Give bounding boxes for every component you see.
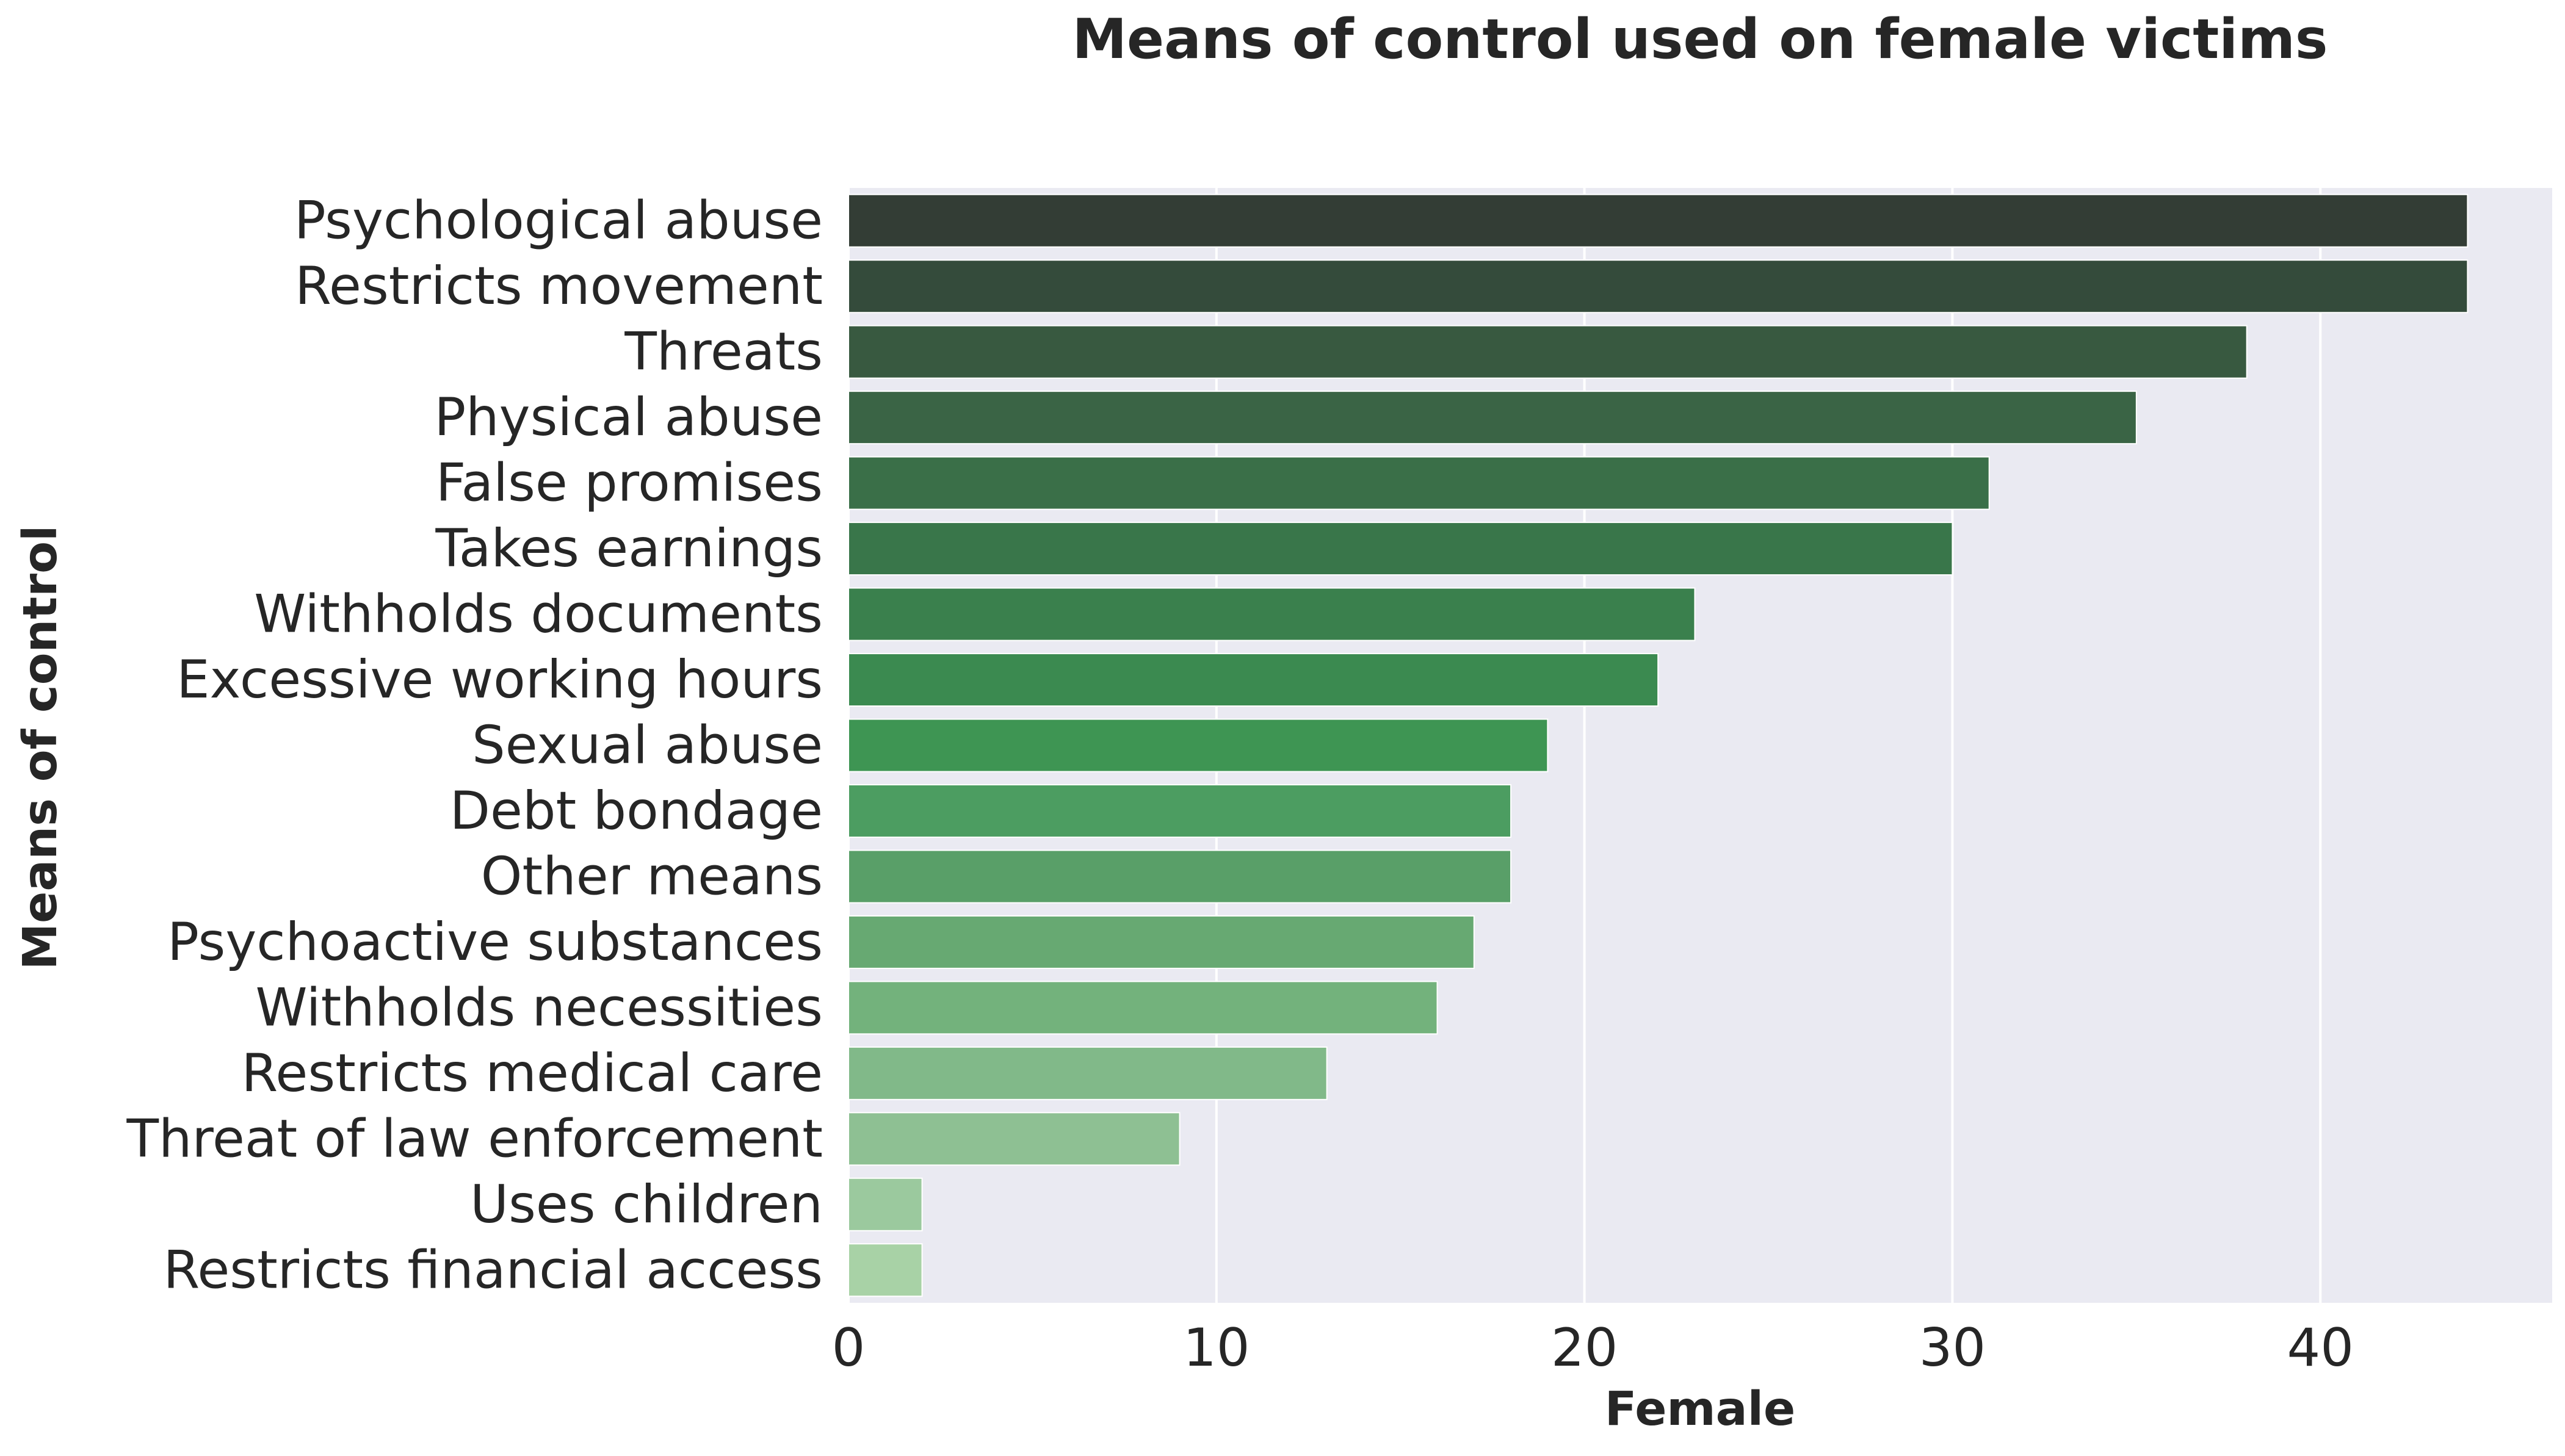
x-tick-labels: 0 10 20 30 40 <box>832 1317 2354 1379</box>
bar <box>848 456 1990 510</box>
y-tick-label: Withholds necessities <box>256 977 823 1038</box>
bar <box>848 391 2137 445</box>
bar <box>848 981 1438 1035</box>
bar <box>848 1243 923 1297</box>
bar <box>848 718 1549 773</box>
bars <box>848 193 2469 1297</box>
y-tick-label: Debt bondage <box>450 780 823 842</box>
y-tick-label: Restricts financial access <box>163 1239 823 1300</box>
bar <box>848 849 1512 904</box>
bar <box>848 259 2469 314</box>
bar <box>848 325 2248 379</box>
bar <box>848 193 2469 248</box>
y-tick-label: Threat of law enforcement <box>126 1108 823 1169</box>
x-tick-label: 20 <box>1551 1317 1618 1379</box>
y-tick-label: Takes earnings <box>435 518 823 579</box>
bar <box>848 522 1953 576</box>
x-tick-label: 40 <box>2287 1317 2354 1379</box>
y-tick-label: Psychological abuse <box>294 190 823 251</box>
y-tick-label: Excessive working hours <box>176 649 823 710</box>
y-tick-label: Psychoactive substances <box>167 912 823 973</box>
chart-title: Means of control used on female victims <box>1073 7 2328 71</box>
x-axis-title: Female <box>1605 1382 1796 1436</box>
y-tick-label: Uses children <box>470 1174 823 1235</box>
bar <box>848 1177 923 1231</box>
bar <box>848 1112 1181 1166</box>
bar <box>848 653 1659 707</box>
bar <box>848 915 1475 969</box>
x-tick-label: 0 <box>832 1317 866 1379</box>
y-tick-label: False promises <box>436 453 823 514</box>
y-tick-label: Threats <box>624 322 823 383</box>
y-axis-title: Means of control <box>13 525 68 970</box>
y-tick-label: Restricts movement <box>295 256 823 317</box>
bar <box>848 784 1512 838</box>
y-tick-label: Sexual abuse <box>472 715 823 776</box>
y-tick-label: Physical abuse <box>434 387 823 448</box>
x-tick-label: 10 <box>1183 1317 1250 1379</box>
y-tick-label: Other means <box>481 846 823 907</box>
bar <box>848 587 1696 641</box>
x-tick-label: 30 <box>1919 1317 1986 1379</box>
y-tick-label: Withholds documents <box>254 584 823 645</box>
bar <box>848 1046 1328 1100</box>
y-tick-label: Restricts medical care <box>242 1043 823 1104</box>
